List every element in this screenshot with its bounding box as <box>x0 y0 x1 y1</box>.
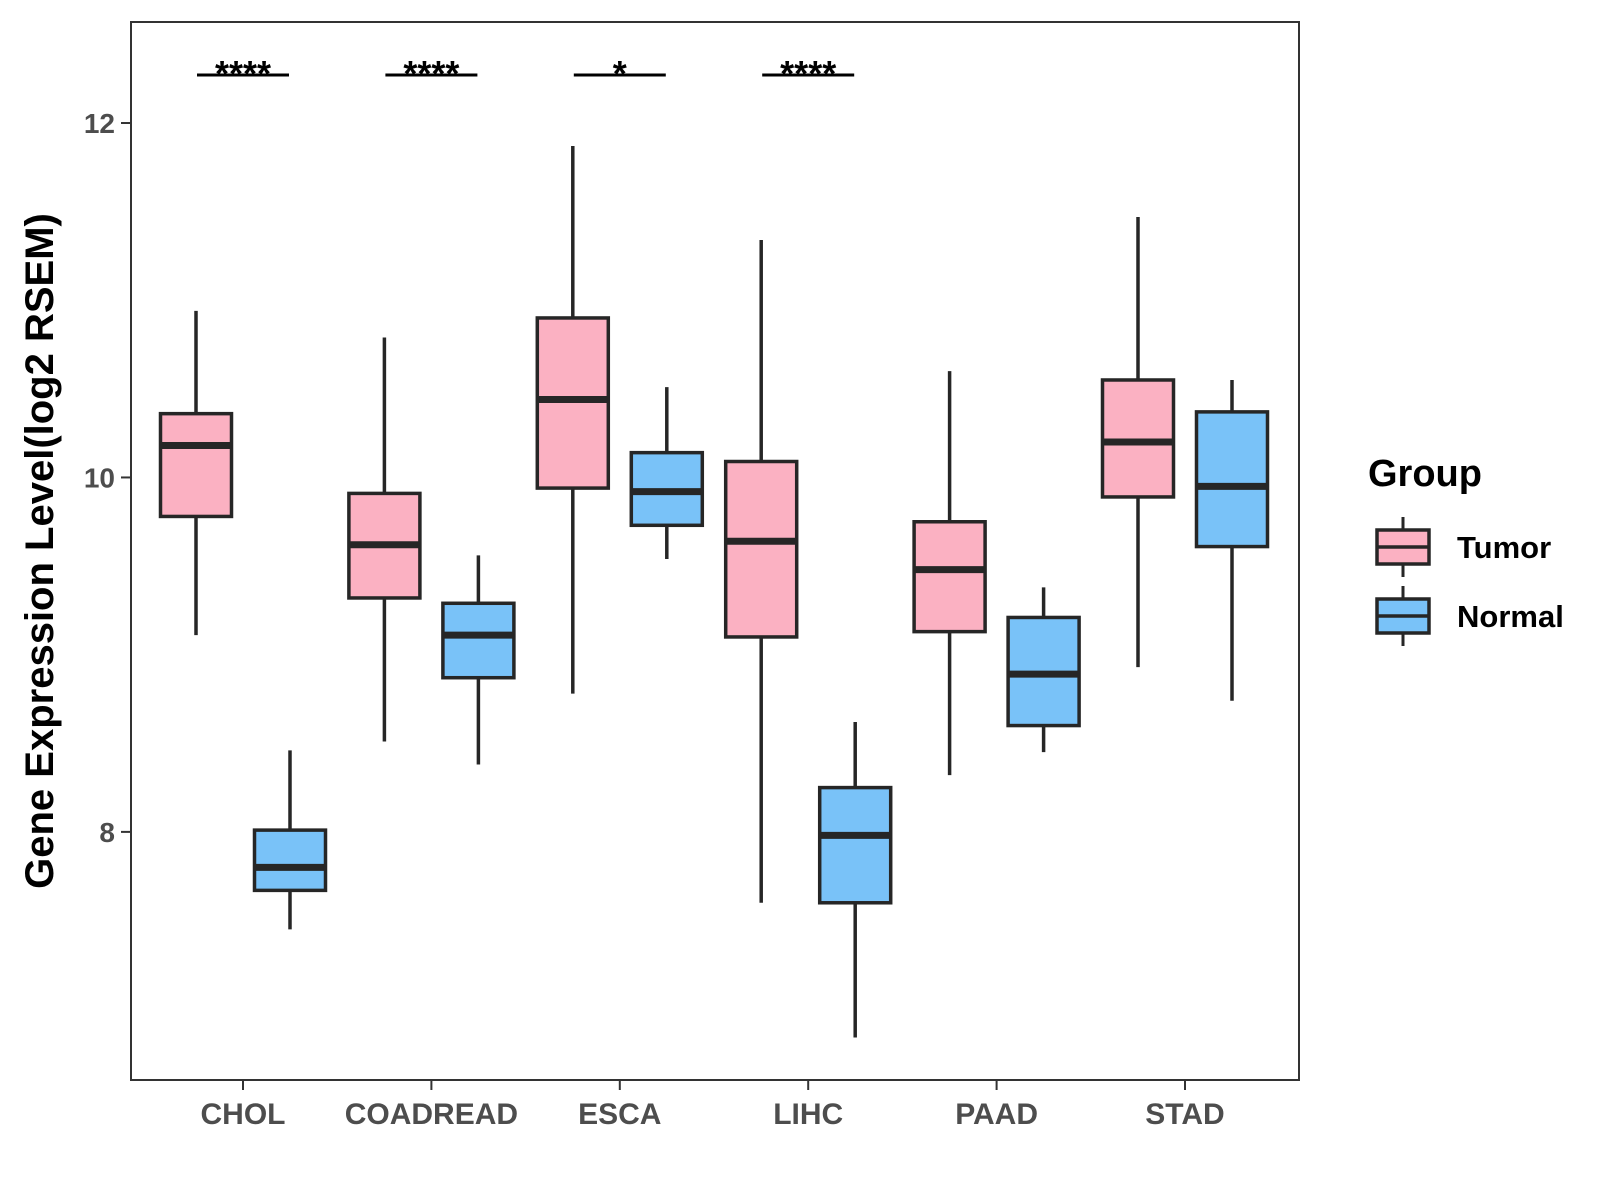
x-tick-label-coadread: COADREAD <box>345 1098 518 1131</box>
box-normal-paad <box>1006 587 1081 753</box>
plot-layer: **** **** * **** <box>158 53 1270 1038</box>
legend-key-normal <box>1375 586 1431 646</box>
x-tick-label-chol: CHOL <box>201 1098 286 1131</box>
box-tumor-chol <box>158 310 234 636</box>
box-body-tumor-chol <box>158 411 234 519</box>
plot-panel-border <box>130 21 1300 1081</box>
legend: Group Tumor Normal <box>1368 453 1564 646</box>
legend-label-normal: Normal <box>1457 599 1564 634</box>
legend-key-tumor <box>1375 517 1431 577</box>
box-body-normal-stad <box>1194 410 1270 549</box>
x-tick-label-stad: STAD <box>1145 1098 1224 1131</box>
box-body-tumor-esca <box>535 316 611 490</box>
box-normal-lihc <box>817 722 893 1038</box>
y-tick-label-8: 8 <box>99 817 115 848</box>
box-body-normal-lihc <box>817 785 893 905</box>
box-body-normal-coadread <box>441 601 516 680</box>
box-normal-coadread <box>441 555 516 765</box>
y-axis-title: Gene Expression Level(log2 RSEM) <box>18 213 62 889</box>
x-tick-label-paad: PAAD <box>955 1098 1038 1131</box>
x-tick-label-esca: ESCA <box>578 1098 661 1131</box>
significance-label-coadread: **** <box>403 53 459 94</box>
significance-label-lihc: **** <box>780 53 836 94</box>
box-tumor-coadread <box>347 337 422 742</box>
axis-layer: 8 10 12 CHOL COADREAD ESCA LIHC PAAD STAD <box>84 108 1225 1131</box>
significance-label-chol: **** <box>215 53 271 94</box>
box-normal-chol <box>252 750 328 930</box>
box-tumor-lihc <box>723 239 799 903</box>
box-body-normal-chol <box>252 828 328 893</box>
y-tick-label-10: 10 <box>84 462 115 493</box>
box-body-tumor-stad <box>1100 378 1176 499</box>
significance-label-esca: * <box>613 53 627 94</box>
y-tick-label-12: 12 <box>84 108 115 139</box>
box-tumor-esca <box>535 146 611 694</box>
box-body-tumor-lihc <box>723 459 799 639</box>
box-tumor-paad <box>912 371 987 776</box>
box-body-tumor-paad <box>912 520 987 634</box>
legend-label-tumor: Tumor <box>1457 530 1551 565</box>
box-normal-stad <box>1194 379 1270 701</box>
x-tick-label-lihc: LIHC <box>773 1098 843 1131</box>
legend-title: Group <box>1368 453 1482 495</box>
box-tumor-stad <box>1100 216 1176 668</box>
box-normal-esca <box>629 387 705 559</box>
